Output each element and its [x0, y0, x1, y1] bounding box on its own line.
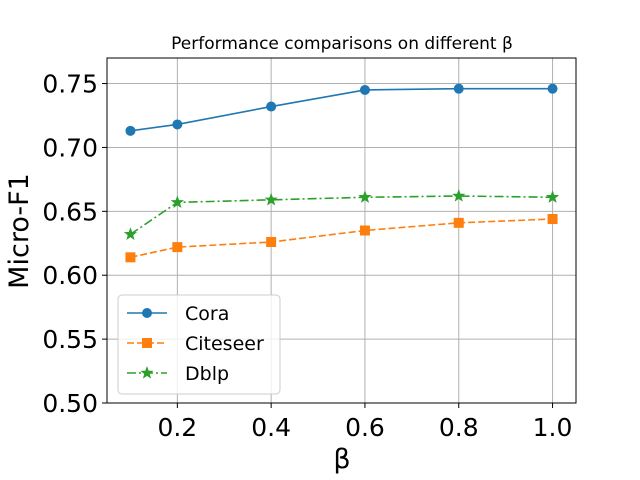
- data-point-cora: [547, 83, 558, 94]
- series-line-cora: [130, 87, 553, 132]
- data-point-dblp: [452, 189, 466, 202]
- y-tick-label: 0.55: [42, 325, 98, 354]
- legend: Cora Citeseer Dblp: [117, 294, 281, 395]
- data-point-citeseer: [547, 214, 558, 224]
- series-group: [123, 83, 560, 263]
- data-point-cora: [453, 83, 464, 94]
- data-point-cora: [125, 125, 136, 136]
- legend-marker-dblp: [140, 366, 154, 379]
- legend-label-citeseer: Citeseer: [185, 333, 264, 355]
- data-point-cora: [172, 119, 183, 130]
- x-tick-label: 1.0: [533, 413, 573, 442]
- y-axis-label: Micro-F1: [4, 173, 35, 289]
- y-tick-label: 0.70: [42, 133, 98, 162]
- y-tick-label: 0.65: [42, 197, 98, 226]
- y-tick-label: 0.50: [42, 389, 98, 418]
- series-line-citeseer: [130, 218, 553, 259]
- axis-ticks: 0.2 0.4 0.6 0.8 1.0 0.50 0.55 0.60 0.65 0.70 0.75: [42, 70, 572, 442]
- legend-marker-cora: [142, 308, 152, 318]
- series-citeseer: [125, 214, 558, 263]
- y-tick-label: 0.75: [42, 70, 98, 99]
- data-point-citeseer: [453, 217, 464, 228]
- x-tick-label: 0.8: [439, 413, 479, 442]
- chart-title: Performance comparisons on different β: [171, 34, 513, 54]
- data-point-dblp: [123, 227, 138, 240]
- y-tick-label: 0.60: [42, 261, 98, 290]
- data-point-citeseer: [172, 242, 183, 253]
- series-cora: [125, 83, 558, 136]
- legend-box: [117, 294, 281, 395]
- x-tick-label: 0.6: [345, 413, 385, 442]
- x-axis-label: β: [333, 444, 350, 475]
- series-dblp: [123, 189, 560, 240]
- x-tick-label: 0.2: [157, 413, 197, 442]
- data-point-cora: [266, 101, 277, 112]
- data-point-citeseer: [266, 237, 277, 247]
- data-point-dblp: [170, 195, 184, 209]
- plot-frame: [106, 57, 577, 404]
- data-point-cora: [359, 84, 370, 95]
- data-point-dblp: [358, 190, 372, 203]
- legend-label-dblp: Dblp: [185, 363, 229, 385]
- data-point-citeseer: [125, 252, 136, 263]
- series-line-dblp: [129, 195, 553, 235]
- legend-label-cora: Cora: [185, 303, 229, 325]
- data-point-dblp: [545, 190, 560, 203]
- data-point-citeseer: [359, 225, 370, 236]
- data-point-dblp: [264, 192, 278, 206]
- legend-marker-citeseer: [142, 338, 152, 348]
- x-tick-label: 0.4: [251, 413, 291, 442]
